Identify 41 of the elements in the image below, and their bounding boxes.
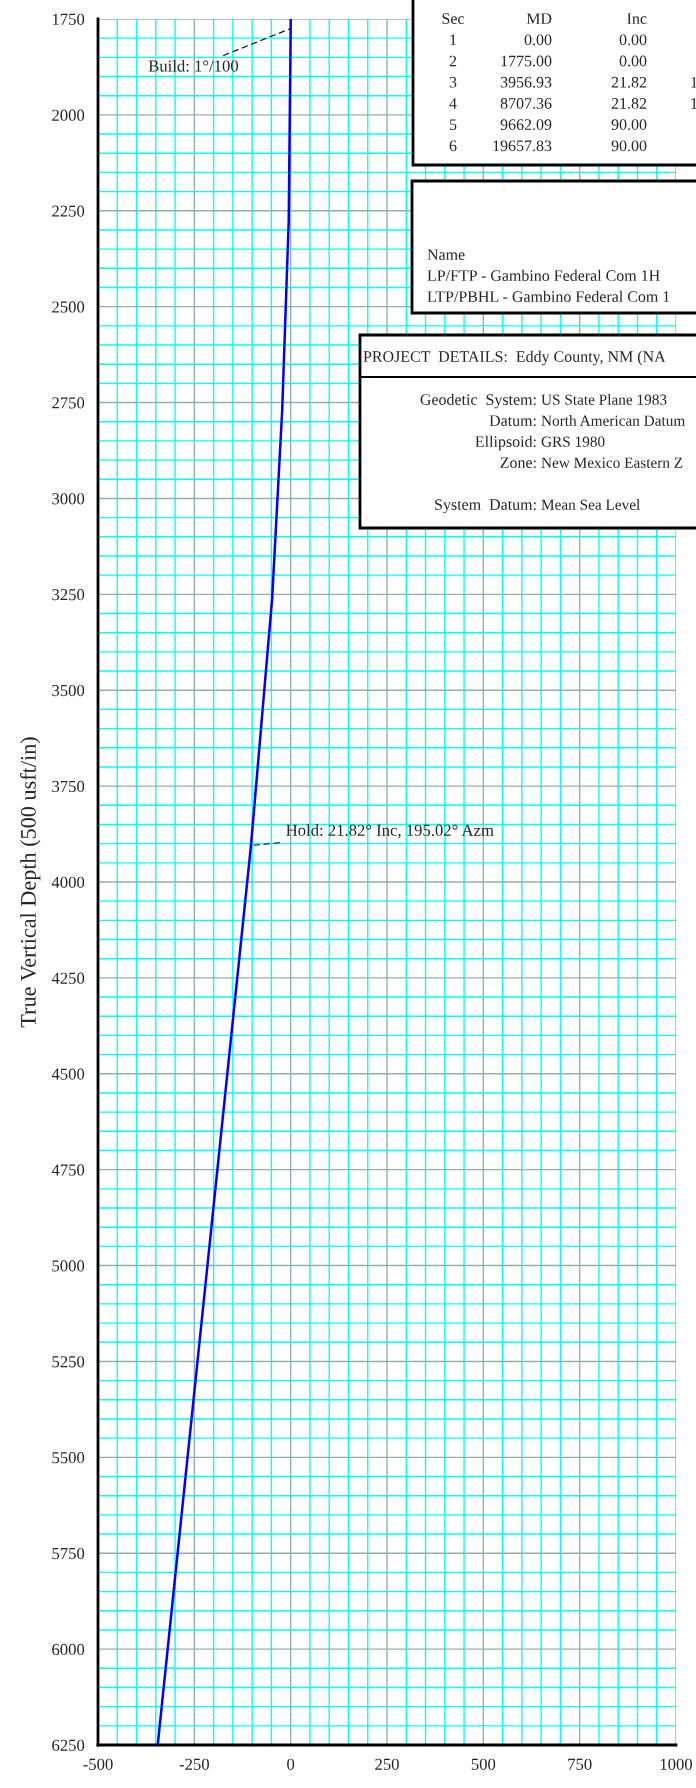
y-tick-label: 2750	[52, 397, 85, 409]
y-tick-label: 5000	[52, 1260, 85, 1272]
y-tick-label: 2000	[52, 109, 85, 121]
y-tick-label: 3000	[52, 493, 85, 505]
annotation: LP/FTP - Gambino Federal Com 1H	[427, 269, 660, 281]
y-tick-label: 5500	[52, 1452, 85, 1464]
annotation: Ellipsoid: GRS 1980	[475, 435, 605, 451]
x-tick-label: 250	[375, 1758, 399, 1770]
y-tick-label: 4250	[51, 972, 85, 984]
y-axis-title: True Vertical Depth (500 usft/in)	[19, 737, 41, 1028]
annotation: Name	[427, 249, 465, 260]
x-tick-label: 1000	[660, 1758, 693, 1770]
annotation: PROJECT DETAILS: Eddy County, NM (NA	[363, 350, 666, 366]
text: Sec MD Inc	[442, 13, 647, 24]
y-tick-label: 5750	[52, 1547, 85, 1560]
y-tick-label: 2250	[52, 205, 85, 217]
annotation: LTP/PBHL - Gambino Federal Com 1	[427, 290, 670, 302]
x-tick-label: 500	[471, 1758, 496, 1770]
y-tick-label: 3500	[52, 684, 85, 697]
x-tick-label: -500	[83, 1758, 113, 1770]
y-tick-label: 4500	[51, 1068, 85, 1080]
text: 6 19657.83 90.00	[449, 140, 647, 152]
y-tick-label: 3750	[52, 780, 85, 793]
annotation: Datum: North American Datum	[489, 415, 686, 427]
annotation: Geodetic System: US State Plane 1983	[420, 393, 667, 409]
annotation: System Datum: Mean Sea Level	[435, 499, 640, 514]
annotation: Zone: New Mexico Eastern Z	[500, 457, 683, 469]
x-tick-label: 750	[568, 1758, 592, 1770]
y-tick-label: 2500	[52, 301, 85, 313]
y-tick-label: 4750	[51, 1164, 85, 1176]
y-tick-label: 5250	[52, 1356, 85, 1368]
text: 5 9662.09 90.00	[449, 119, 647, 131]
x-tick-label: -250	[179, 1758, 209, 1770]
y-tick-label: 3250	[52, 589, 85, 601]
y-tick-label: 1750	[52, 13, 85, 25]
y-tick-label: 6250	[52, 1739, 85, 1751]
y-tick-label: 4000	[51, 876, 85, 888]
text: 2 1775.00 0.00	[449, 55, 647, 67]
x-tick-label: 0	[287, 1758, 295, 1770]
y-tick-label: 6000	[52, 1643, 85, 1656]
text: 1 0.00 0.00	[450, 34, 647, 46]
